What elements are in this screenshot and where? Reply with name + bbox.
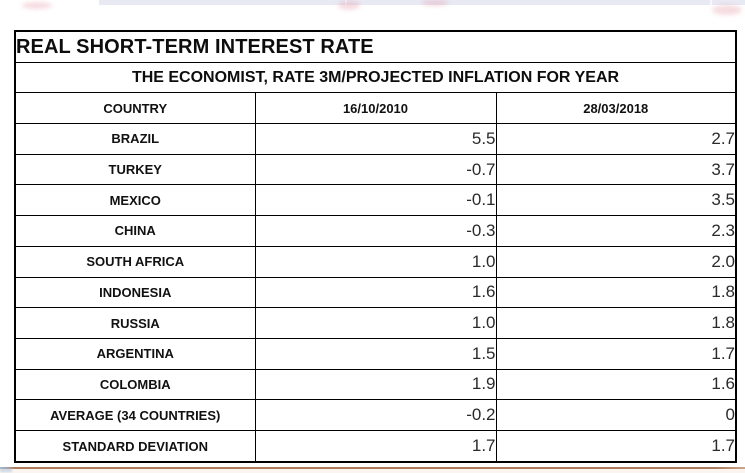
country-cell: RUSSIA bbox=[14, 307, 256, 339]
table-row-russia: RUSSIA 1.0 1.8 bbox=[14, 307, 737, 339]
bottom-page-edge bbox=[0, 469, 745, 473]
value-2010-cell: 1.9 bbox=[254, 368, 497, 401]
table-row-colombia: COLOMBIA 1.9 1.6 bbox=[14, 368, 737, 401]
value-2018-cell: 2.3 bbox=[495, 215, 737, 247]
value-2010-cell: 1.0 bbox=[254, 307, 497, 339]
table-row-china: CHINA -0.3 2.3 bbox=[14, 215, 737, 247]
country-cell: CHINA bbox=[14, 215, 256, 247]
country-cell: COLOMBIA bbox=[14, 368, 256, 401]
value-2018-cell: 1.8 bbox=[495, 276, 737, 309]
value-2010-cell: 1.7 bbox=[254, 430, 497, 463]
value-2018-cell: 3.7 bbox=[495, 153, 737, 186]
value-2010-cell: -0.1 bbox=[254, 184, 497, 217]
corner-artifact bbox=[0, 468, 12, 472]
table-row-turkey: TURKEY -0.7 3.7 bbox=[14, 153, 737, 186]
value-2010-cell: -0.7 bbox=[254, 153, 497, 186]
column-header-row: COUNTRY 16/10/2010 28/03/2018 bbox=[14, 92, 737, 124]
value-2010-cell: 1.6 bbox=[254, 276, 497, 309]
country-cell: BRAZIL bbox=[14, 123, 256, 155]
country-cell: INDONESIA bbox=[14, 276, 256, 309]
value-2010-cell: 1.5 bbox=[254, 337, 497, 370]
country-cell: AVERAGE (34 COUNTRIES) bbox=[14, 399, 256, 432]
table-row-average: AVERAGE (34 COUNTRIES) -0.2 0 bbox=[14, 399, 737, 432]
table-row-argentina: ARGENTINA 1.5 1.7 bbox=[14, 337, 737, 370]
table-subtitle: THE ECONOMIST, RATE 3M/PROJECTED INFLATI… bbox=[14, 62, 737, 93]
pink-smudge bbox=[712, 5, 742, 15]
value-2010-cell: -0.3 bbox=[254, 215, 497, 247]
value-2018-cell: 1.7 bbox=[495, 337, 737, 370]
country-cell: SOUTH AFRICA bbox=[14, 245, 256, 278]
value-2018-cell: 2.0 bbox=[495, 245, 737, 278]
value-2018-cell: 1.8 bbox=[495, 307, 737, 339]
column-header-country: COUNTRY bbox=[14, 92, 256, 124]
bottom-rule-line bbox=[0, 467, 745, 469]
column-header-date-2018: 28/03/2018 bbox=[495, 92, 737, 124]
table-row-brazil: BRAZIL 5.5 2.7 bbox=[14, 123, 737, 155]
top-ui-edge-strip bbox=[99, 0, 745, 5]
value-2010-cell: 5.5 bbox=[254, 123, 497, 155]
value-2018-cell: 1.7 bbox=[495, 430, 737, 463]
top-strip-divider bbox=[345, 0, 347, 5]
value-2018-cell: 0 bbox=[495, 399, 737, 432]
value-2018-cell: 1.6 bbox=[495, 368, 737, 401]
country-cell: TURKEY bbox=[14, 153, 256, 186]
title-row: REAL SHORT-TERM INTEREST RATE bbox=[14, 30, 737, 63]
table-row-standard-deviation: STANDARD DEVIATION 1.7 1.7 bbox=[14, 430, 737, 463]
rates-table: REAL SHORT-TERM INTEREST RATE THE ECONOM… bbox=[14, 30, 738, 463]
value-2018-cell: 3.5 bbox=[495, 184, 737, 217]
interest-rate-table: REAL SHORT-TERM INTEREST RATE THE ECONOM… bbox=[14, 30, 738, 463]
table-row-south-africa: SOUTH AFRICA 1.0 2.0 bbox=[14, 245, 737, 278]
value-2010-cell: 1.0 bbox=[254, 245, 497, 278]
column-header-date-2010: 16/10/2010 bbox=[254, 92, 497, 124]
value-2010-cell: -0.2 bbox=[254, 399, 497, 432]
country-cell: MEXICO bbox=[14, 184, 256, 217]
value-2018-cell: 2.7 bbox=[495, 123, 737, 155]
country-cell: ARGENTINA bbox=[14, 337, 256, 370]
country-cell: STANDARD DEVIATION bbox=[14, 430, 256, 463]
table-row-mexico: MEXICO -0.1 3.5 bbox=[14, 184, 737, 217]
pink-smudge bbox=[22, 2, 52, 9]
subtitle-row: THE ECONOMIST, RATE 3M/PROJECTED INFLATI… bbox=[14, 62, 737, 93]
table-row-indonesia: INDONESIA 1.6 1.8 bbox=[14, 276, 737, 309]
top-strip-divider bbox=[710, 0, 712, 5]
table-title: REAL SHORT-TERM INTEREST RATE bbox=[14, 30, 737, 63]
